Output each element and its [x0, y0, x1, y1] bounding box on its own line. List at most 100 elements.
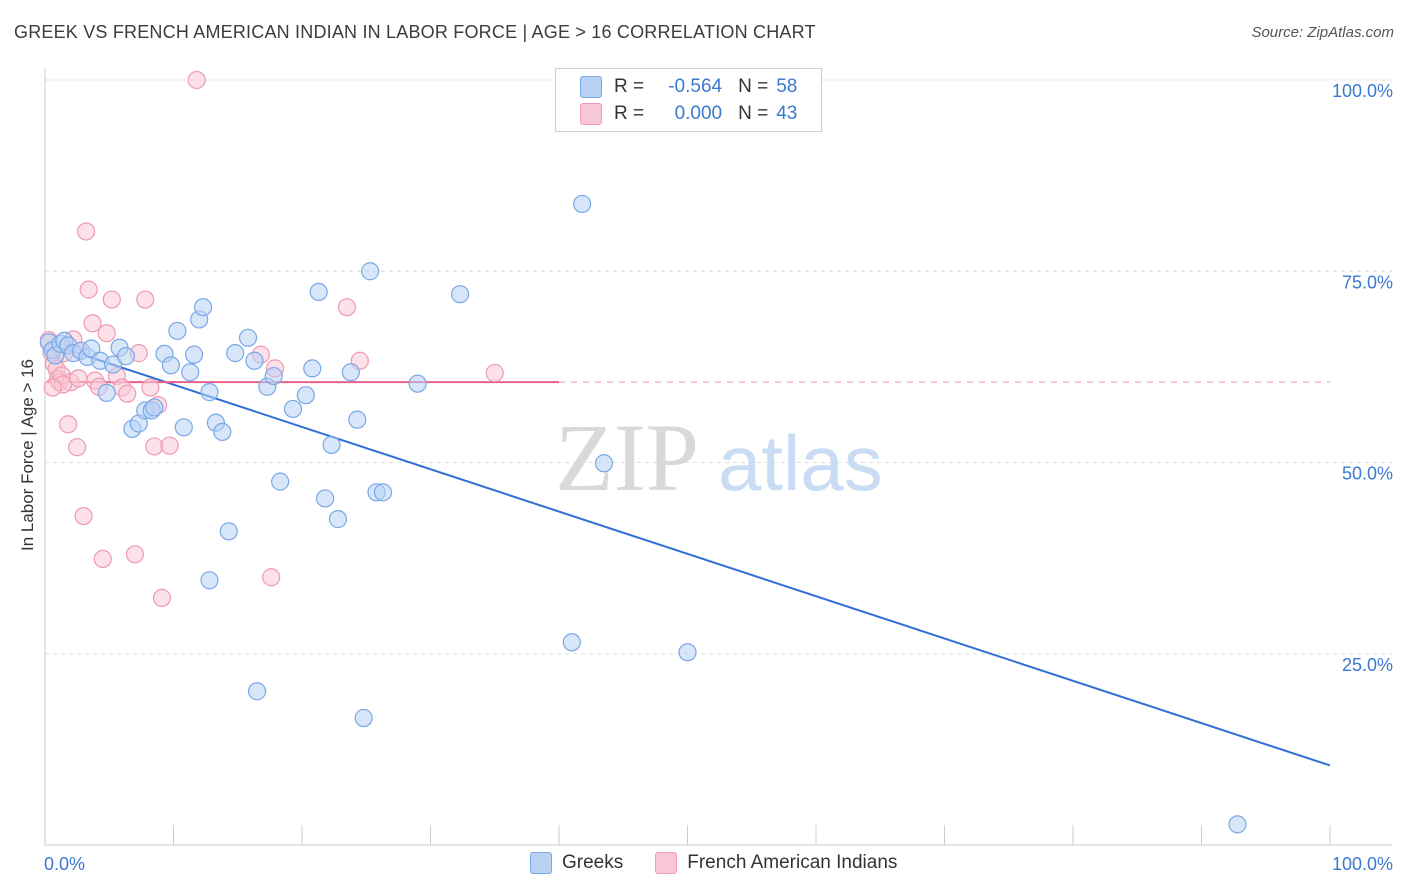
legend-label-greeks: Greeks — [562, 852, 624, 873]
data-point-series-1 — [83, 314, 102, 333]
data-point-series-0 — [181, 363, 200, 382]
data-point-series-0 — [361, 262, 380, 281]
y-tick-label: 25.0% — [1342, 655, 1393, 675]
trend-lines — [47, 342, 1331, 767]
data-point-series-0 — [283, 399, 303, 419]
data-point-series-0 — [104, 355, 123, 374]
data-point-series-0 — [226, 344, 245, 363]
data-point-series-1 — [59, 415, 78, 434]
n-value: 58 — [776, 76, 798, 97]
data-point-series-1 — [187, 70, 206, 90]
data-point-series-0 — [296, 386, 315, 405]
watermark-zip: ZIP — [555, 404, 699, 511]
y-tick-label: 75.0% — [1342, 272, 1393, 292]
data-point-series-1 — [485, 363, 504, 383]
watermark: ZIP atlas — [555, 404, 883, 511]
data-point-series-1 — [43, 378, 62, 397]
r-label: R = — [614, 76, 645, 97]
data-point-series-0 — [328, 510, 348, 529]
data-point-series-0 — [408, 374, 427, 393]
chart-title: GREEK VS FRENCH AMERICAN INDIAN IN LABOR… — [14, 22, 816, 42]
data-point-series-1 — [136, 290, 155, 309]
data-point-series-0 — [373, 483, 393, 502]
data-point-series-1 — [93, 549, 112, 568]
y-tick-label: 50.0% — [1342, 464, 1393, 484]
data-point-series-0 — [562, 633, 581, 652]
data-point-series-0 — [245, 351, 264, 370]
data-point-series-0 — [354, 708, 373, 728]
data-point-series-0 — [1228, 815, 1247, 834]
french-american-indians-swatch — [580, 103, 602, 125]
data-point-series-1 — [77, 222, 96, 241]
data-point-series-0 — [184, 345, 204, 364]
data-point-series-0 — [348, 410, 367, 429]
legend-item-french-american-indians[interactable]: French American Indians — [655, 852, 897, 874]
data-point-series-0 — [678, 643, 697, 662]
data-point-series-1 — [68, 438, 87, 457]
grid-lines — [45, 79, 1392, 655]
greeks-swatch — [530, 852, 552, 874]
legend-row-french-american-indians: R = 0.000 N = 43 — [580, 101, 797, 127]
french-american-indians-swatch — [655, 852, 678, 874]
data-point-series-0 — [247, 682, 267, 701]
data-point-series-0 — [200, 571, 219, 590]
x-tick-labels: 0.0% 100.0% — [44, 854, 1393, 874]
data-point-series-1 — [337, 298, 357, 317]
data-point-series-0 — [238, 328, 258, 347]
n-label: N = — [738, 76, 769, 97]
series-legend: Greeks French American Indians — [530, 852, 929, 874]
data-point-series-0 — [193, 298, 213, 317]
data-point-series-0 — [219, 522, 238, 541]
legend-item-greeks[interactable]: Greeks — [530, 852, 623, 874]
data-point-series-1 — [118, 384, 137, 403]
data-point-series-0 — [145, 398, 164, 417]
legend-row-greeks: R = -0.564 N = 58 — [580, 74, 797, 100]
data-point-series-0 — [316, 489, 335, 508]
y-axis-label: In Labor Force | Age > 16 — [18, 358, 37, 552]
data-point-series-0 — [200, 383, 219, 402]
data-point-series-0 — [264, 366, 283, 386]
data-point-series-0 — [594, 454, 614, 473]
data-point-series-0 — [271, 472, 290, 491]
x-tick-label-min: 0.0% — [44, 854, 85, 874]
data-point-series-1 — [152, 588, 172, 608]
y-tick-label: 100.0% — [1332, 81, 1393, 101]
x-tick-label-max: 100.0% — [1332, 854, 1393, 874]
data-point-series-0 — [309, 282, 328, 302]
data-point-series-1 — [160, 436, 179, 455]
data-points — [39, 70, 1247, 834]
correlation-legend: R = -0.564 N = 58 R = 0.000 N = 43 — [555, 68, 822, 132]
data-point-series-0 — [322, 435, 341, 455]
r-label: R = — [614, 103, 645, 124]
n-value: 43 — [776, 103, 798, 124]
axes — [44, 68, 1392, 846]
data-point-series-0 — [213, 422, 232, 441]
data-point-series-0 — [168, 321, 187, 341]
data-point-series-0 — [82, 339, 101, 358]
data-point-series-1 — [262, 568, 281, 587]
data-point-series-0 — [97, 383, 116, 402]
watermark-atlas: atlas — [718, 419, 883, 507]
data-point-series-0 — [450, 285, 470, 304]
data-point-series-1 — [125, 545, 145, 564]
source-credit: Source: ZipAtlas.com — [1251, 24, 1394, 41]
data-point-series-0 — [161, 356, 181, 375]
data-point-series-1 — [102, 290, 121, 309]
data-point-series-0 — [116, 347, 136, 366]
data-point-series-1 — [145, 437, 164, 456]
n-label: N = — [738, 103, 769, 124]
data-point-series-1 — [141, 378, 160, 397]
data-point-series-0 — [341, 363, 360, 382]
data-point-series-0 — [573, 194, 592, 214]
data-point-series-1 — [69, 369, 88, 388]
r-value: 0.000 — [674, 103, 723, 124]
greeks-swatch — [580, 76, 602, 98]
data-point-series-1 — [79, 280, 98, 299]
legend-label-french-american-indians: French American Indians — [687, 852, 898, 873]
trend-line-series-0 — [47, 342, 1331, 767]
y-tick-labels: 25.0% 50.0% 75.0% 100.0% — [1332, 81, 1393, 675]
data-point-series-1 — [74, 506, 93, 526]
data-point-series-1 — [97, 324, 116, 343]
r-value: -0.564 — [668, 76, 723, 97]
